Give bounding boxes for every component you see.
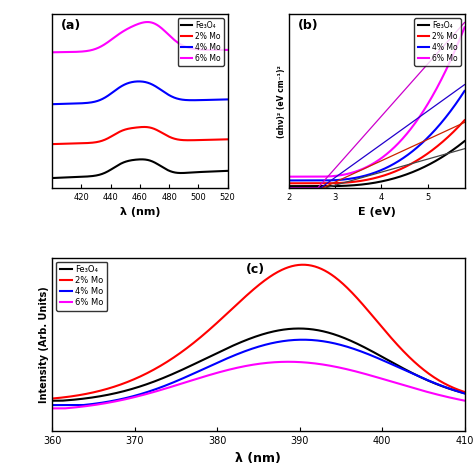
Y-axis label: (αhν)² (eV cm⁻¹)²: (αhν)² (eV cm⁻¹)² [277, 64, 286, 137]
Legend: Fe₃O₄, 2% Mo, 4% Mo, 6% Mo: Fe₃O₄, 2% Mo, 4% Mo, 6% Mo [56, 262, 107, 310]
Legend: Fe₃O₄, 2% Mo, 4% Mo, 6% Mo: Fe₃O₄, 2% Mo, 4% Mo, 6% Mo [178, 18, 224, 66]
Text: (b): (b) [298, 19, 319, 32]
Y-axis label: Intensity (Arb. Units): Intensity (Arb. Units) [39, 286, 49, 403]
X-axis label: λ (nm): λ (nm) [119, 208, 160, 218]
X-axis label: λ (nm): λ (nm) [236, 452, 281, 465]
Text: (a): (a) [61, 19, 81, 32]
Text: (c): (c) [246, 263, 265, 276]
Legend: Fe₃O₄, 2% Mo, 4% Mo, 6% Mo: Fe₃O₄, 2% Mo, 4% Mo, 6% Mo [414, 18, 461, 66]
X-axis label: E (eV): E (eV) [358, 208, 396, 218]
